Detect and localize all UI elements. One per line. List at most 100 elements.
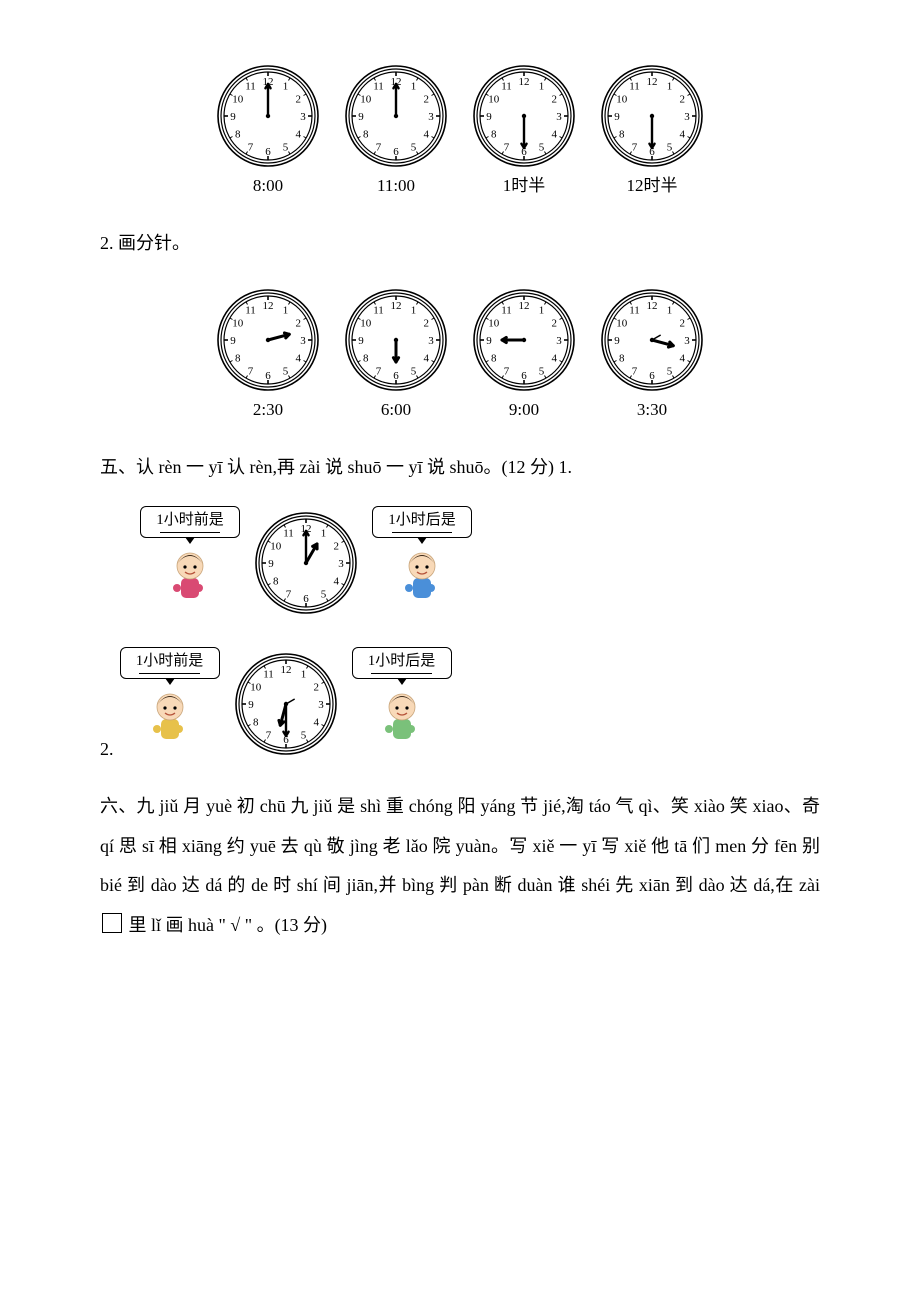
q5-heading: 五、认 rèn 一 yī 认 rèn,再 zài 说 shuō 一 yī 说 s… — [100, 448, 820, 488]
speech-right: 1小时后是 — [352, 647, 452, 762]
svg-text:7: 7 — [248, 365, 254, 377]
blank-line — [371, 673, 431, 674]
svg-text:4: 4 — [680, 129, 686, 141]
svg-text:7: 7 — [504, 141, 510, 153]
clock-q5-2: 123456789101112 — [230, 648, 342, 760]
svg-text:2: 2 — [680, 94, 686, 106]
bubble-tail — [165, 678, 175, 685]
svg-text:8: 8 — [273, 576, 279, 588]
svg-text:2: 2 — [296, 317, 302, 329]
clock-1-1: 123456789101112 — [212, 60, 324, 172]
svg-text:7: 7 — [632, 365, 638, 377]
q6-text-b: 里 lǐ 画 huà " √ " 。(13 分) — [124, 915, 327, 935]
svg-text:2: 2 — [424, 94, 430, 106]
svg-text:1: 1 — [411, 81, 417, 93]
svg-text:2: 2 — [313, 681, 319, 693]
svg-text:11: 11 — [263, 669, 274, 681]
q5-row-2: 1小时前是 123456789101112 1小时后是 — [120, 647, 452, 762]
clock-group: 123456789101112 12时半 — [596, 60, 708, 196]
svg-text:5: 5 — [411, 365, 417, 377]
clock-label: 8:00 — [253, 176, 283, 196]
svg-text:5: 5 — [667, 365, 673, 377]
svg-text:8: 8 — [252, 716, 258, 728]
svg-text:4: 4 — [552, 129, 558, 141]
clock-group: 123456789101112 3:30 — [596, 284, 708, 420]
svg-text:2: 2 — [552, 317, 558, 329]
svg-text:1: 1 — [667, 305, 673, 317]
svg-text:3: 3 — [300, 335, 306, 347]
svg-text:8: 8 — [363, 352, 369, 364]
svg-text:9: 9 — [358, 111, 364, 123]
speech-left: 1小时前是 — [140, 506, 240, 621]
clock-label: 1时半 — [503, 176, 546, 196]
svg-text:10: 10 — [360, 94, 372, 106]
svg-text:8: 8 — [491, 129, 497, 141]
svg-text:12: 12 — [519, 76, 530, 88]
bubble-text: 1小时前是 — [156, 512, 224, 528]
clock-2-2: 123456789101112 — [340, 284, 452, 396]
svg-text:10: 10 — [488, 317, 500, 329]
svg-text:7: 7 — [248, 141, 254, 153]
svg-text:3: 3 — [556, 335, 562, 347]
svg-text:12: 12 — [647, 300, 658, 312]
clock-label: 6:00 — [381, 400, 411, 420]
svg-text:10: 10 — [270, 541, 282, 553]
svg-text:9: 9 — [230, 335, 236, 347]
svg-text:7: 7 — [632, 141, 638, 153]
bubble-text: 1小时后是 — [368, 653, 436, 669]
svg-text:8: 8 — [235, 129, 241, 141]
svg-text:7: 7 — [265, 729, 271, 741]
svg-text:9: 9 — [486, 111, 492, 123]
svg-text:8: 8 — [491, 352, 497, 364]
svg-text:9: 9 — [358, 335, 364, 347]
svg-text:3: 3 — [338, 558, 344, 570]
svg-text:7: 7 — [376, 365, 382, 377]
clock-q5-1: 123456789101112 — [250, 507, 362, 619]
svg-text:8: 8 — [619, 352, 625, 364]
svg-text:8: 8 — [619, 129, 625, 141]
svg-text:10: 10 — [250, 681, 262, 693]
clock-label: 2:30 — [253, 400, 283, 420]
svg-text:2: 2 — [552, 94, 558, 106]
svg-text:7: 7 — [376, 141, 382, 153]
clock-group: 123456789101112 8:00 — [212, 60, 324, 196]
svg-text:12: 12 — [280, 664, 291, 676]
svg-text:10: 10 — [488, 94, 500, 106]
svg-text:4: 4 — [552, 352, 558, 364]
clock-2-4: 123456789101112 — [596, 284, 708, 396]
svg-text:8: 8 — [235, 352, 241, 364]
clock-label: 12时半 — [627, 176, 678, 196]
svg-text:2: 2 — [334, 541, 340, 553]
clock-group: 123456789101112 9:00 — [468, 284, 580, 420]
q6-paragraph: 六、九 jiǔ 月 yuè 初 chū 九 jiǔ 是 shì 重 chóng … — [100, 787, 820, 945]
svg-text:4: 4 — [424, 129, 430, 141]
svg-text:6: 6 — [265, 146, 271, 158]
svg-text:3: 3 — [556, 111, 562, 123]
svg-text:1: 1 — [539, 81, 545, 93]
clock-label: 9:00 — [509, 400, 539, 420]
clock-group: 123456789101112 6:00 — [340, 284, 452, 420]
svg-text:5: 5 — [667, 141, 673, 153]
blank-line — [392, 532, 452, 533]
bubble: 1小时前是 — [140, 506, 240, 538]
clock-1-3: 123456789101112 — [468, 60, 580, 172]
svg-text:11: 11 — [501, 305, 512, 317]
svg-text:1: 1 — [411, 305, 417, 317]
q5-row-2-wrap: 2. 1小时前是 123456789101112 1小时后是 — [100, 629, 820, 770]
svg-text:11: 11 — [501, 81, 512, 93]
svg-text:2: 2 — [424, 317, 430, 329]
svg-text:3: 3 — [300, 111, 306, 123]
clock-row-1: 123456789101112 8:00 123456789101112 11:… — [100, 60, 820, 196]
svg-text:6: 6 — [521, 370, 527, 382]
checkbox-icon — [102, 913, 122, 933]
speech-left: 1小时前是 — [120, 647, 220, 762]
svg-text:1: 1 — [300, 669, 306, 681]
svg-text:5: 5 — [539, 365, 545, 377]
svg-text:9: 9 — [614, 111, 620, 123]
svg-text:2: 2 — [296, 94, 302, 106]
clock-group: 123456789101112 1时半 — [468, 60, 580, 196]
kid-1 — [165, 548, 215, 621]
svg-text:3: 3 — [428, 335, 434, 347]
bubble-text: 1小时前是 — [136, 653, 204, 669]
kid-4 — [377, 689, 427, 762]
